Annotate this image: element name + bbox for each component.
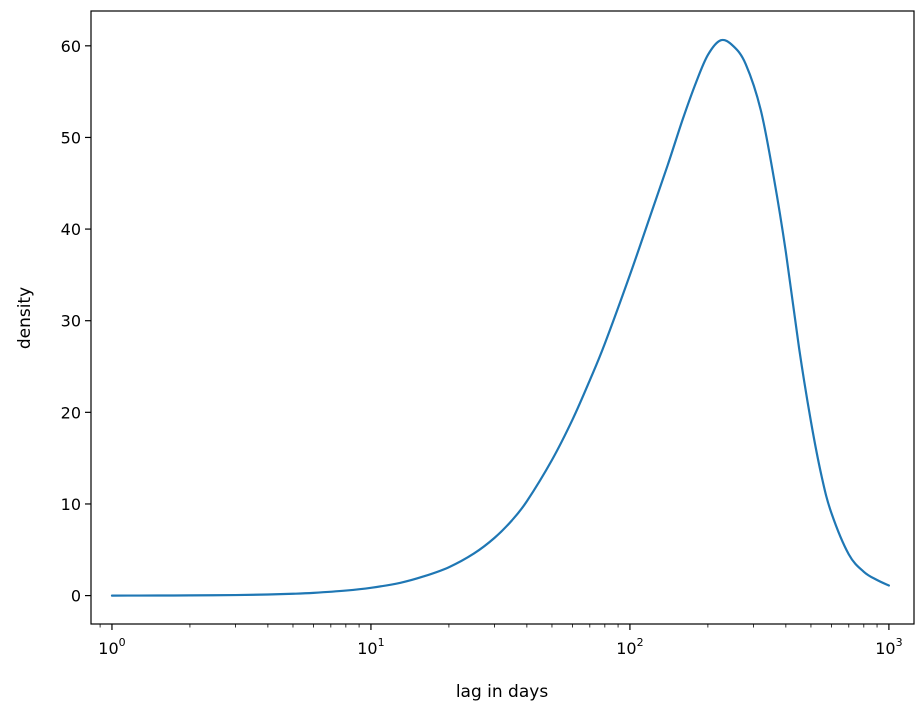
x-axis-ticks: 100 101 102 103 [98,624,903,658]
plot-area-frame [90,10,915,625]
y-axis-label: density [15,287,35,349]
y-tick-label: 30 [61,312,81,331]
y-tick-label: 0 [71,587,81,606]
y-tick-label: 50 [61,128,81,147]
density-curve [110,38,890,597]
x-tick-label: 101 [357,636,384,658]
y-tick-label: 40 [61,220,81,239]
y-tick-label: 20 [61,403,81,422]
y-tick-label: 60 [61,37,81,56]
x-tick-label: 100 [98,636,125,658]
y-axis-ticks: 0 10 20 30 40 50 60 [61,37,91,606]
x-tick-label: 103 [875,636,902,658]
y-tick-label: 10 [61,495,81,514]
x-axis-label: lag in days [456,682,549,702]
x-tick-label: 102 [616,636,643,658]
